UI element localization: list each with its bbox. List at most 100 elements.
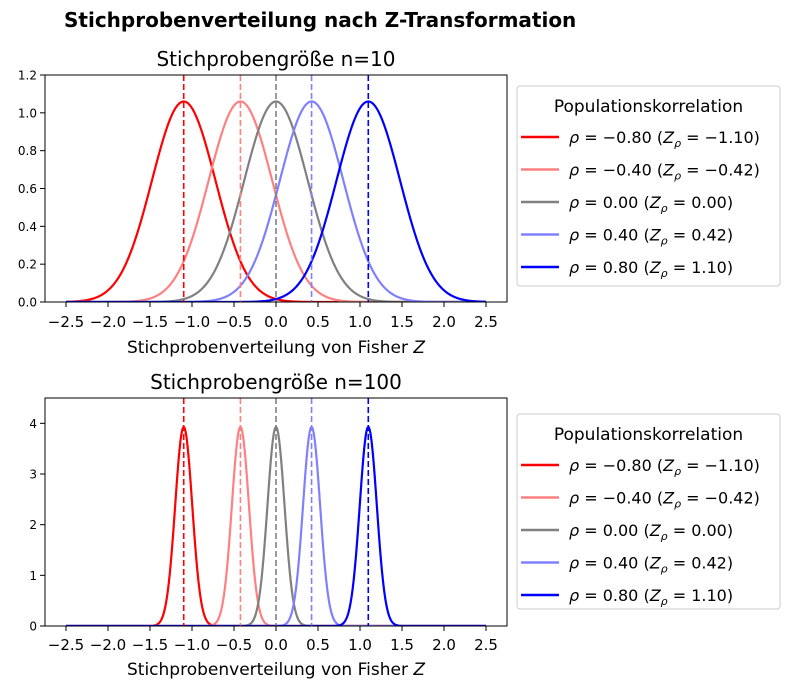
legend-rho-symbol: ρ bbox=[569, 161, 579, 180]
legend-z-subscript: ρ bbox=[661, 235, 668, 248]
x-tick-label: −1.5 bbox=[132, 313, 168, 331]
x-tick-label: 0.5 bbox=[306, 313, 330, 331]
legend-title: Populationskorrelation bbox=[554, 425, 743, 445]
x-tick-label: −1.0 bbox=[174, 313, 210, 331]
panel-title: Stichprobengröße n=100 bbox=[150, 370, 402, 394]
x-tick-label: 2.5 bbox=[474, 636, 498, 654]
legend-rho-symbol: ρ bbox=[569, 554, 579, 573]
y-tick-label: 3 bbox=[29, 468, 37, 482]
legend-z-symbol: Z bbox=[649, 258, 662, 277]
legend-z-subscript: ρ bbox=[661, 595, 668, 608]
x-tick-label: 1.0 bbox=[348, 313, 372, 331]
legend-entry-4: ρ = 0.40 (Zρ = 0.42) bbox=[569, 226, 733, 248]
legend-z-symbol: Z bbox=[649, 521, 662, 540]
x-tick-label: −0.5 bbox=[216, 313, 252, 331]
legend-rho-symbol: ρ bbox=[569, 226, 579, 245]
x-tick-label: 2.5 bbox=[474, 313, 498, 331]
legend-z-value: = 0.42) bbox=[668, 226, 733, 245]
x-axis-label-variable: Z bbox=[412, 660, 425, 680]
legend-z-value: = −0.42) bbox=[681, 161, 760, 180]
legend-rho-symbol: ρ bbox=[569, 521, 579, 540]
legend-z-symbol: Z bbox=[662, 489, 675, 508]
density-curve-5 bbox=[66, 100, 487, 302]
x-tick-label: 2.0 bbox=[432, 313, 456, 331]
plot-area bbox=[66, 398, 486, 626]
legend-rho-value: = −0.40 ( bbox=[579, 489, 663, 508]
legend-frame bbox=[516, 413, 781, 610]
legend-z-subscript: ρ bbox=[661, 202, 668, 215]
legend-rho-value: = −0.80 ( bbox=[579, 128, 663, 147]
legend-z-symbol: Z bbox=[662, 456, 675, 475]
legend-title: Populationskorrelation bbox=[554, 97, 743, 117]
legend-rho-symbol: ρ bbox=[569, 456, 579, 475]
legend-entry-5: ρ = 0.80 (Zρ = 1.10) bbox=[569, 586, 733, 608]
legend-z-symbol: Z bbox=[662, 161, 675, 180]
legend-rho-symbol: ρ bbox=[569, 586, 579, 605]
x-tick-label: −1.5 bbox=[132, 636, 168, 654]
x-axis-label: Stichprobenverteilung von Fisher Z bbox=[127, 338, 425, 358]
legend-z-value: = −1.10) bbox=[681, 128, 760, 147]
legend-entry-1: ρ = −0.80 (Zρ = −1.10) bbox=[569, 456, 760, 478]
x-axis-label-variable: Z bbox=[412, 338, 425, 358]
legend-rho-value: = 0.80 ( bbox=[579, 258, 650, 277]
x-tick-label: 2.0 bbox=[432, 636, 456, 654]
legend-rho-symbol: ρ bbox=[569, 128, 579, 147]
legend-rho-value: = −0.80 ( bbox=[579, 456, 663, 475]
x-tick-label: −2.5 bbox=[48, 636, 84, 654]
legend-z-value: = 0.00) bbox=[668, 193, 733, 212]
legend-entry-3: ρ = 0.00 (Zρ = 0.00) bbox=[569, 521, 733, 543]
legend-z-value: = −0.42) bbox=[681, 489, 760, 508]
x-tick-label: −2.5 bbox=[48, 313, 84, 331]
figure-suptitle: Stichprobenverteilung nach Z-Transformat… bbox=[64, 8, 576, 32]
legend-rho-value: = 0.00 ( bbox=[579, 521, 650, 540]
legend-entry-4: ρ = 0.40 (Zρ = 0.42) bbox=[569, 554, 733, 576]
legend-z-symbol: Z bbox=[649, 554, 662, 573]
legend-z-subscript: ρ bbox=[661, 267, 668, 280]
legend-entry-2: ρ = −0.40 (Zρ = −0.42) bbox=[569, 489, 760, 511]
y-tick-label: 0.6 bbox=[18, 182, 37, 196]
legend-rho-value: = 0.00 ( bbox=[579, 193, 650, 212]
x-axis-label-text: Stichprobenverteilung von Fisher bbox=[127, 660, 413, 680]
legend-rho-symbol: ρ bbox=[569, 193, 579, 212]
legend-z-value: = 1.10) bbox=[668, 258, 733, 277]
legend-z-symbol: Z bbox=[649, 193, 662, 212]
y-tick-label: 0.2 bbox=[18, 258, 37, 272]
x-tick-label: 1.5 bbox=[390, 636, 414, 654]
legend-entry-5: ρ = 0.80 (Zρ = 1.10) bbox=[569, 258, 733, 280]
legend-rho-value: = −0.40 ( bbox=[579, 161, 663, 180]
x-tick-label: 0.5 bbox=[306, 636, 330, 654]
legend-z-symbol: Z bbox=[662, 128, 675, 147]
plot-area bbox=[65, 75, 487, 302]
x-axis-label: Stichprobenverteilung von Fisher Z bbox=[127, 660, 425, 680]
legend-z-subscript: ρ bbox=[674, 465, 681, 478]
x-tick-label: 0.0 bbox=[264, 636, 288, 654]
y-tick-label: 1 bbox=[29, 569, 37, 583]
legend-z-subscript: ρ bbox=[674, 170, 681, 183]
chart-panel-1: Stichprobengröße n=10 −2.5 −2.0 −1.5 −1.0 −0.… bbox=[18, 47, 781, 358]
legend-frame bbox=[516, 85, 781, 287]
legend-z-subscript: ρ bbox=[674, 498, 681, 511]
y-tick-label: 1.0 bbox=[18, 106, 37, 120]
legend-rho-value: = 0.40 ( bbox=[579, 554, 650, 573]
chart-panel-2: Stichprobengröße n=100 −2.5 −2.0 −1.5 −1.0 −0… bbox=[29, 370, 781, 680]
legend-entry-3: ρ = 0.00 (Zρ = 0.00) bbox=[569, 193, 733, 215]
legend-z-value: = −1.10) bbox=[681, 456, 760, 475]
y-tick-label: 1.2 bbox=[18, 69, 37, 83]
x-tick-label: 1.0 bbox=[348, 636, 372, 654]
legend-rho-symbol: ρ bbox=[569, 489, 579, 508]
x-tick-label: −1.0 bbox=[174, 636, 210, 654]
y-tick-label: 0.8 bbox=[18, 144, 37, 158]
y-tick-label: 0.0 bbox=[18, 296, 37, 310]
y-tick-label: 0.4 bbox=[18, 220, 37, 234]
x-tick-label: −2.0 bbox=[90, 636, 126, 654]
y-tick-label: 2 bbox=[29, 518, 37, 532]
legend-z-value: = 0.42) bbox=[668, 554, 733, 573]
legend-rho-symbol: ρ bbox=[569, 258, 579, 277]
legend-z-subscript: ρ bbox=[674, 137, 681, 150]
legend-z-symbol: Z bbox=[649, 226, 662, 245]
legend-rho-value: = 0.80 ( bbox=[579, 586, 650, 605]
x-tick-label: 1.5 bbox=[390, 313, 414, 331]
